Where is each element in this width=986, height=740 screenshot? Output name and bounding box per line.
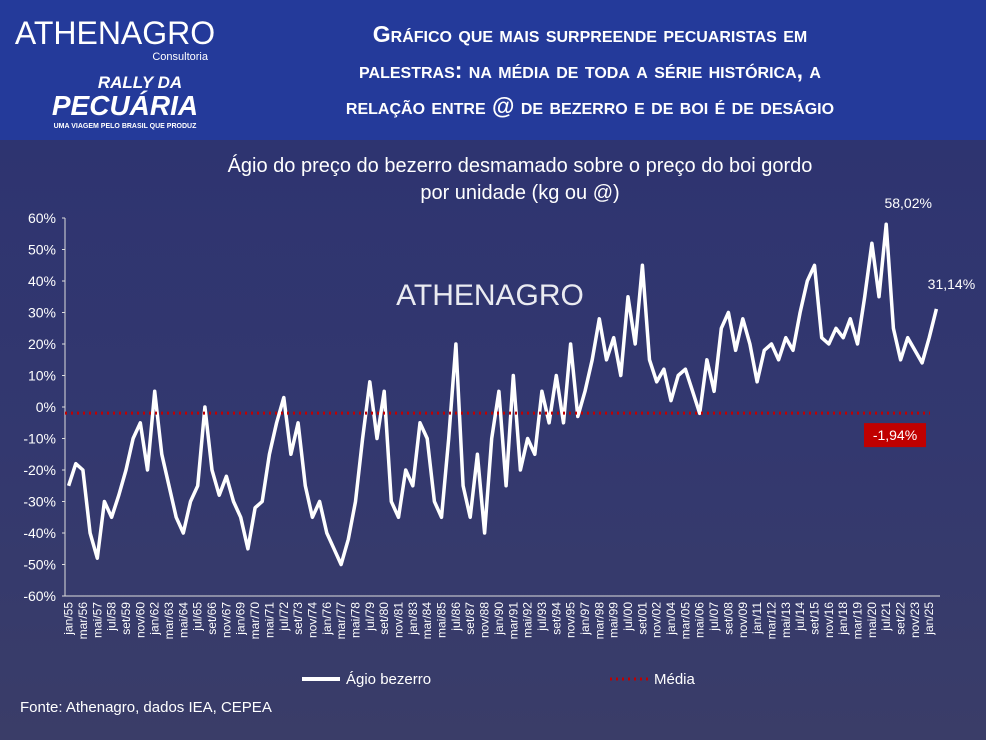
x-tick-label: mai/64 xyxy=(176,602,190,638)
x-tick-label: set/59 xyxy=(119,602,133,635)
rally-main: PECUÁRIA xyxy=(52,90,198,121)
mean-label: -1,94% xyxy=(873,427,917,443)
x-tick-label: jan/76 xyxy=(320,602,334,636)
rally-top: RALLY DA xyxy=(98,73,182,92)
x-tick-label: set/01 xyxy=(635,602,649,635)
x-tick-label: jul/93 xyxy=(535,602,549,632)
logo: ATHENAGRO xyxy=(15,15,215,51)
x-tick-label: jul/65 xyxy=(191,602,205,632)
x-tick-label: nov/09 xyxy=(736,602,750,638)
x-tick-label: mar/63 xyxy=(162,602,176,640)
x-tick-label: mai/20 xyxy=(865,602,879,638)
x-tick-label: nov/88 xyxy=(478,602,492,638)
x-tick-label: jul/86 xyxy=(449,602,463,632)
x-tick-label: jan/04 xyxy=(664,602,678,636)
x-tick-label: mai/92 xyxy=(521,602,535,638)
x-tick-label: mar/91 xyxy=(506,602,520,640)
x-tick-label: nov/60 xyxy=(133,602,147,638)
x-tick-label: nov/67 xyxy=(219,602,233,638)
x-tick-label: mar/70 xyxy=(248,602,262,640)
x-tick-label: jul/00 xyxy=(621,602,635,632)
header-title-line: Gráfico que mais surpreende pecuaristas … xyxy=(373,21,807,47)
legend-label: Média xyxy=(654,671,696,688)
y-tick-label: 10% xyxy=(28,368,56,384)
x-tick-label: mai/06 xyxy=(693,602,707,638)
x-tick-label: jul/14 xyxy=(793,602,807,632)
y-tick-label: -30% xyxy=(23,494,56,510)
y-tick-label: -50% xyxy=(23,557,56,573)
x-tick-label: nov/02 xyxy=(650,602,664,638)
mean-label-box xyxy=(864,423,926,448)
line-series xyxy=(66,222,939,567)
x-tick-label: mai/13 xyxy=(779,602,793,638)
x-tick-label: jan/55 xyxy=(62,602,76,636)
x-tick-label: nov/23 xyxy=(908,602,922,638)
y-tick-label: 50% xyxy=(28,242,56,258)
x-tick-label: set/87 xyxy=(463,602,477,635)
x-tick-label: jul/79 xyxy=(363,602,377,632)
logo-sub: Consultoria xyxy=(152,51,209,63)
data-label: 58,02% xyxy=(884,195,931,211)
x-tick-label: mar/19 xyxy=(851,602,865,640)
y-tick-label: 60% xyxy=(28,210,56,226)
header-band xyxy=(0,0,986,140)
x-tick-label: jan/69 xyxy=(234,602,248,636)
x-tick-label: nov/81 xyxy=(392,602,406,638)
x-tick-label: mai/78 xyxy=(348,602,362,638)
header-title-line: relação entre @ de bezerro e de boi é de… xyxy=(346,93,834,119)
x-tick-label: mar/77 xyxy=(334,602,348,640)
x-tick-label: jan/90 xyxy=(492,602,506,636)
x-tick-label: jul/72 xyxy=(277,602,291,632)
x-tick-label: mai/71 xyxy=(262,602,276,638)
y-tick-label: 0% xyxy=(36,399,56,415)
x-tick-label: nov/16 xyxy=(822,602,836,638)
x-tick-label: jul/07 xyxy=(707,602,721,632)
x-tick-label: jan/97 xyxy=(578,602,592,636)
x-tick-label: jan/25 xyxy=(922,602,936,636)
x-tick-label: mar/84 xyxy=(420,602,434,640)
header-title: Gráfico que mais surpreende pecuaristas … xyxy=(346,21,834,119)
x-tick-label: nov/95 xyxy=(564,602,578,638)
y-tick-label: -60% xyxy=(23,588,56,604)
x-tick-label: mai/99 xyxy=(607,602,621,638)
x-tick-label: mar/56 xyxy=(76,602,90,640)
x-tick-label: jan/62 xyxy=(148,602,162,636)
x-tick-label: mar/98 xyxy=(592,602,606,640)
x-tick-label: jan/11 xyxy=(750,602,764,635)
x-tick-label: mai/57 xyxy=(90,602,104,638)
x-tick-label: set/80 xyxy=(377,602,391,635)
x-tick-label: jul/21 xyxy=(879,602,893,632)
y-tick-label: -20% xyxy=(23,462,56,478)
x-tick-label: mar/12 xyxy=(764,602,778,640)
y-tick-label: -10% xyxy=(23,431,56,447)
x-tick-label: set/22 xyxy=(894,602,908,635)
legend-label: Ágio bezerro xyxy=(346,671,431,688)
watermark: ATHENAGRO xyxy=(396,279,584,312)
x-tick-label: set/15 xyxy=(807,602,821,635)
y-tick-label: 40% xyxy=(28,273,56,289)
x-tick-label: set/66 xyxy=(205,602,219,635)
x-tick-label: mar/05 xyxy=(678,602,692,640)
y-tick-label: 30% xyxy=(28,305,56,321)
x-tick-label: jan/83 xyxy=(406,602,420,636)
y-tick-label: -40% xyxy=(23,525,56,541)
x-tick-label: set/73 xyxy=(291,602,305,635)
x-tick-label: set/08 xyxy=(721,602,735,635)
chart-title: Ágio do preço do bezerro desmamado sobre… xyxy=(228,154,813,204)
x-tick-label: jul/58 xyxy=(105,602,119,632)
rally-tagline: UMA VIAGEM PELO BRASIL QUE PRODUZ xyxy=(54,123,197,130)
chart-title-line: Ágio do preço do bezerro desmamado sobre… xyxy=(228,154,813,177)
x-tick-label: nov/74 xyxy=(305,602,319,638)
x-tick-label: mai/85 xyxy=(435,602,449,638)
y-tick-label: 20% xyxy=(28,336,56,352)
x-tick-label: set/94 xyxy=(549,602,563,635)
x-tick-label: jan/18 xyxy=(836,602,850,636)
chart-title-line: por unidade (kg ou @) xyxy=(420,182,619,204)
header-title-line: palestras: na média de toda a série hist… xyxy=(359,57,821,83)
data-label: 31,14% xyxy=(928,276,975,292)
source: Fonte: Athenagro, dados IEA, CEPEA xyxy=(20,699,272,716)
